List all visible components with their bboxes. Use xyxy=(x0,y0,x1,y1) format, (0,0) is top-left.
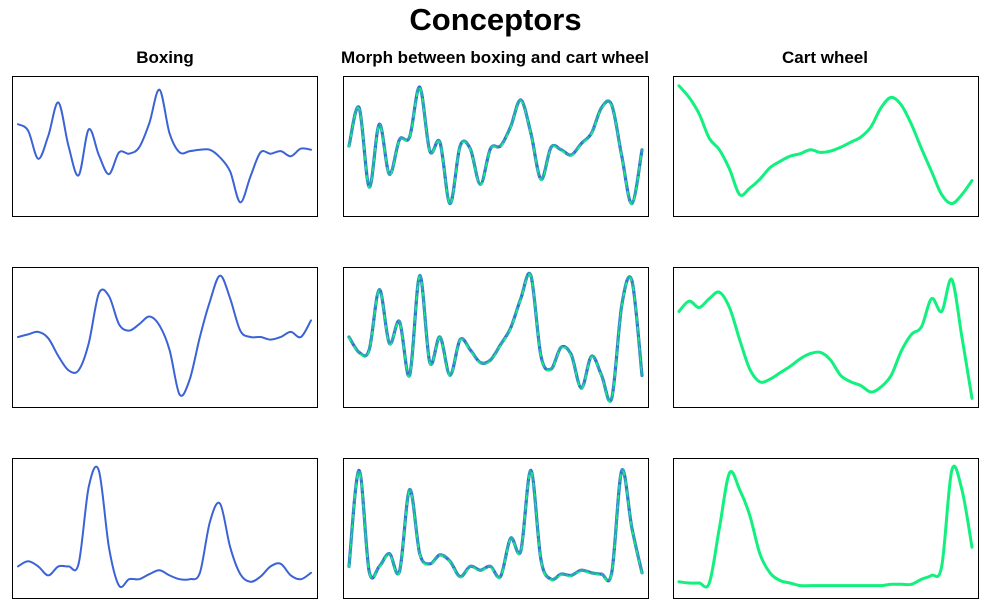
cartwheel-series-row-2 xyxy=(677,277,974,400)
panel-morph-row-1 xyxy=(343,76,649,217)
panel-boxing-row-1 xyxy=(12,76,318,217)
cartwheel-series-row-3 xyxy=(677,464,974,589)
panel-cartwheel-row-2 xyxy=(673,267,979,408)
morph-series-row-2-blend xyxy=(347,272,644,403)
column-title-morph: Morph between boxing and cart wheel xyxy=(341,48,649,67)
boxing-series-row-2 xyxy=(17,274,312,397)
boxing-series-row-1 xyxy=(17,88,312,204)
morph-series-row-3-blend xyxy=(347,468,644,583)
boxing-series-row-3 xyxy=(17,465,312,588)
morph-series-row-2-cartwheel-trace xyxy=(348,273,643,403)
morph-series-row-1-cartwheel-trace xyxy=(348,87,643,206)
panel-cartwheel-row-1 xyxy=(673,76,979,217)
morph-series-row-3-cartwheel-trace xyxy=(348,470,643,583)
panel-boxing-row-3 xyxy=(12,458,318,599)
panel-morph-row-3 xyxy=(343,458,649,599)
cartwheel-series-row-1 xyxy=(677,84,974,206)
panel-boxing-row-2 xyxy=(12,267,318,408)
morph-series-row-1-blend xyxy=(347,85,644,205)
column-title-cartwheel: Cart wheel xyxy=(782,48,868,67)
panel-morph-row-2 xyxy=(343,267,649,408)
column-title-boxing: Boxing xyxy=(136,48,194,67)
chart-title: Conceptors xyxy=(409,2,582,37)
panel-cartwheel-row-3 xyxy=(673,458,979,599)
